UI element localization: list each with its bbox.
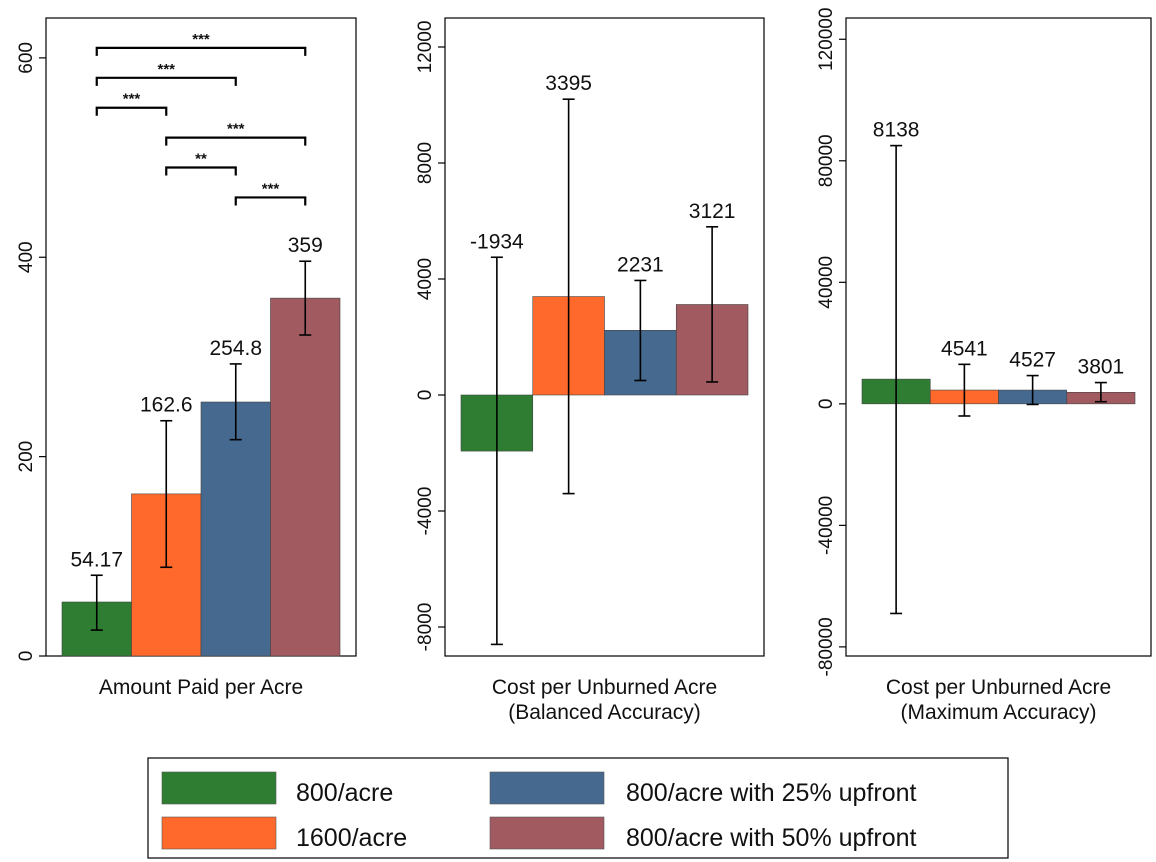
plot-frame: [845, 17, 1152, 657]
significance-bracket: [165, 166, 237, 176]
y-tick-label: 600: [16, 42, 37, 74]
x-axis-label: Amount Paid per Acre: [99, 676, 303, 699]
y-tick-label: 0: [16, 651, 37, 662]
x-axis-label: (Balanced Accuracy): [508, 701, 701, 724]
data-label: 54.17: [70, 548, 123, 571]
y-tick-label: 0: [415, 390, 436, 401]
significance-bracket: [95, 76, 237, 86]
x-axis-label: Cost per Unburned Acre: [886, 676, 1111, 699]
legend-label: 1600/acre: [296, 824, 407, 852]
significance-stars: ***: [123, 91, 141, 108]
panel-maximum-accuracy: -80000 -40000 0 40000 80000 120000 8138 4541 452…: [816, 8, 1152, 724]
significance-stars: ***: [192, 31, 210, 48]
data-label: 162.6: [140, 394, 193, 417]
legend-label: 800/acre with 25% upfront: [626, 779, 917, 807]
legend-swatch: [161, 771, 277, 805]
y-tick-label: 400: [16, 241, 37, 273]
legend-swatch: [489, 771, 605, 805]
legend: 800/acre 1600/acre 800/acre with 25% upfro…: [147, 757, 1009, 859]
bar-800-acre-with-25-upfront: [200, 401, 271, 657]
y-tick-label: -4000: [415, 487, 436, 536]
panel-balanced-accuracy: -8000 -4000 0 4000 8000 12000 -1934 3395 2231 312…: [415, 17, 765, 724]
legend-label: 800/acre with 50% upfront: [626, 824, 917, 852]
y-tick-label: 120000: [816, 8, 837, 71]
significance-stars: ***: [262, 180, 280, 197]
data-label: 2231: [617, 253, 664, 276]
legend-swatch: [489, 816, 605, 850]
significance-bracket: [95, 46, 307, 56]
significance-stars: ***: [157, 61, 175, 78]
data-label: 359: [288, 234, 323, 257]
legend-label: 800/acre: [296, 779, 393, 807]
y-tick-label: -40000: [816, 496, 837, 555]
data-label: 8138: [873, 119, 920, 142]
data-label: 3121: [689, 200, 736, 223]
y-tick-label: 40000: [816, 256, 837, 309]
significance-stars: **: [195, 151, 207, 168]
y-tick-label: 80000: [816, 134, 837, 187]
data-label: 254.8: [209, 337, 262, 360]
y-tick-label: 12000: [415, 21, 436, 74]
y-tick-label: -8000: [415, 603, 436, 652]
y-tick-label: 4000: [415, 258, 436, 300]
x-axis-label: Cost per Unburned Acre: [492, 676, 717, 699]
data-label: 4541: [941, 337, 988, 360]
significance-bracket: [234, 196, 307, 206]
bar-800-acre-with-50-upfront: [270, 297, 341, 657]
legend-swatch: [161, 816, 277, 850]
y-tick-label: 200: [16, 441, 37, 473]
data-label: -1934: [470, 230, 524, 253]
data-label: 3801: [1078, 356, 1125, 379]
panel-amount-paid: 020040060054.17162.6254.8359************…: [16, 17, 357, 699]
y-tick-label: -80000: [816, 617, 837, 676]
significance-bracket: [165, 136, 307, 146]
data-label: 3395: [545, 72, 592, 95]
x-axis-label: (Maximum Accuracy): [900, 701, 1096, 724]
data-label: 4527: [1009, 349, 1056, 372]
y-tick-label: 8000: [415, 142, 436, 184]
significance-bracket: [95, 106, 168, 116]
significance-stars: ***: [227, 121, 245, 138]
y-tick-label: 0: [816, 399, 837, 410]
